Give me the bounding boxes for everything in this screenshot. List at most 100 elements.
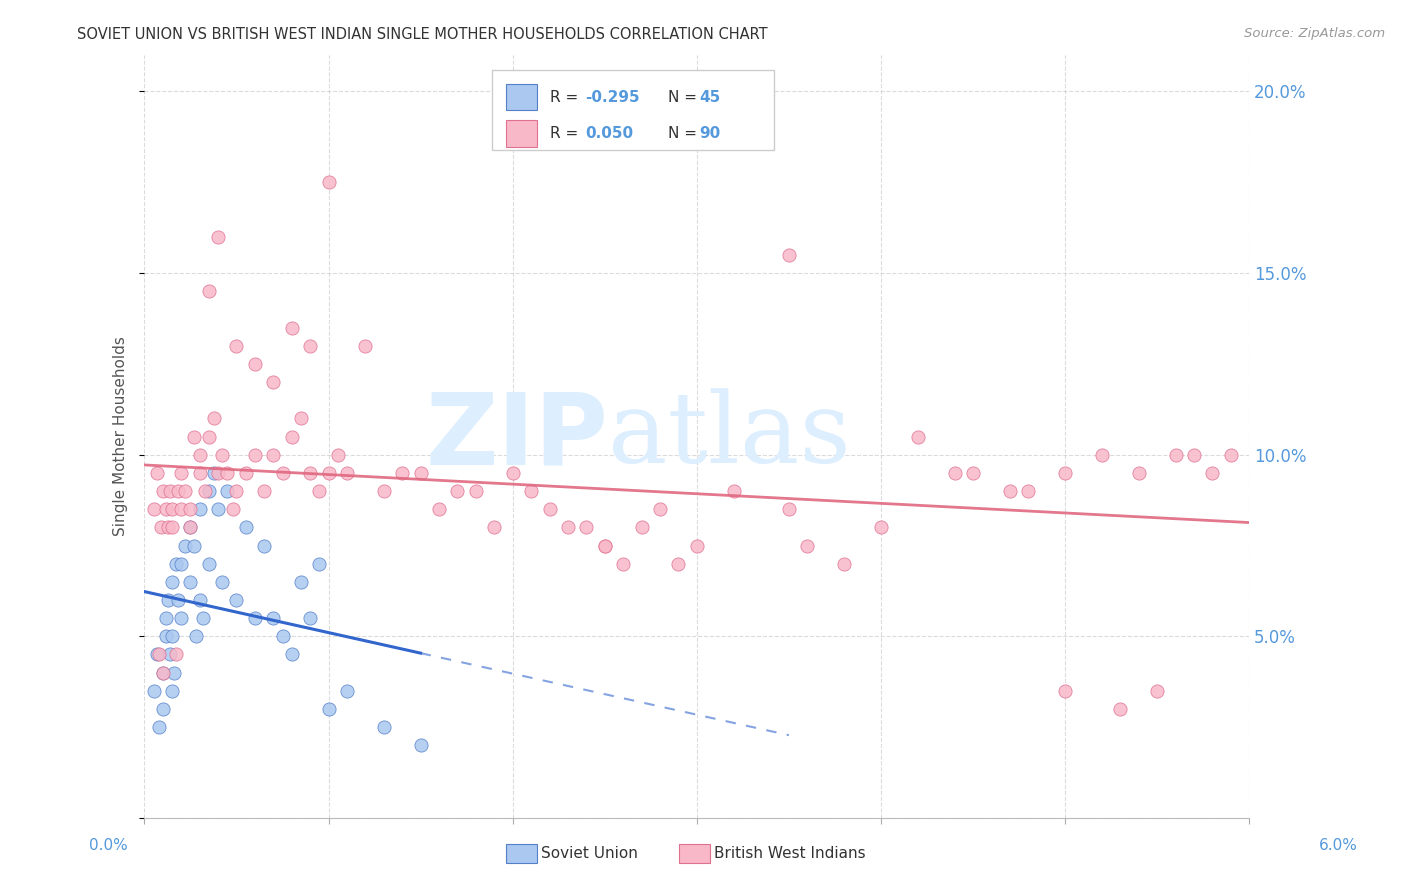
Point — [262, 611, 284, 625]
Point — [235, 520, 257, 534]
Point — [146, 466, 169, 480]
Point — [152, 483, 174, 498]
Point — [157, 520, 180, 534]
FancyBboxPatch shape — [492, 70, 775, 151]
Point — [207, 229, 229, 244]
Point — [668, 557, 690, 571]
Point — [262, 448, 284, 462]
Text: British West Indians: British West Indians — [714, 847, 866, 861]
Point — [183, 429, 205, 443]
Point — [243, 611, 266, 625]
Point — [299, 339, 322, 353]
Y-axis label: Single Mother Households: Single Mother Households — [114, 336, 128, 536]
Point — [152, 665, 174, 680]
Point — [198, 483, 221, 498]
Point — [179, 520, 201, 534]
Point — [262, 375, 284, 389]
Point — [409, 466, 432, 480]
Point — [1146, 683, 1168, 698]
Point — [207, 502, 229, 516]
Point — [148, 720, 170, 734]
Point — [174, 539, 197, 553]
Point — [243, 448, 266, 462]
Point — [235, 466, 257, 480]
Point — [280, 648, 302, 662]
Point — [184, 629, 207, 643]
Point — [280, 320, 302, 334]
Point — [336, 683, 359, 698]
Point — [188, 466, 211, 480]
Point — [593, 539, 616, 553]
Point — [1128, 466, 1150, 480]
Point — [1054, 683, 1077, 698]
Point — [796, 539, 818, 553]
Point — [290, 411, 312, 425]
Point — [391, 466, 413, 480]
Text: 6.0%: 6.0% — [1319, 838, 1358, 853]
Point — [148, 648, 170, 662]
Point — [217, 483, 239, 498]
Point — [217, 466, 239, 480]
Point — [198, 557, 221, 571]
Point — [243, 357, 266, 371]
Point — [179, 520, 201, 534]
Point — [832, 557, 855, 571]
Point — [575, 520, 598, 534]
Point — [142, 502, 165, 516]
Point — [188, 593, 211, 607]
Point — [160, 502, 183, 516]
Point — [160, 574, 183, 589]
Point — [336, 466, 359, 480]
Point — [152, 702, 174, 716]
Point — [165, 557, 187, 571]
Point — [354, 339, 377, 353]
Point — [1201, 466, 1223, 480]
Point — [193, 611, 215, 625]
Text: SOVIET UNION VS BRITISH WEST INDIAN SINGLE MOTHER HOUSEHOLDS CORRELATION CHART: SOVIET UNION VS BRITISH WEST INDIAN SING… — [77, 27, 768, 42]
Text: 90: 90 — [699, 126, 720, 141]
Point — [318, 175, 340, 189]
Point — [1164, 448, 1187, 462]
Point — [183, 539, 205, 553]
Point — [170, 502, 193, 516]
Text: ZIP: ZIP — [426, 388, 609, 485]
Point — [308, 557, 330, 571]
Point — [146, 648, 169, 662]
Point — [155, 502, 177, 516]
Point — [253, 539, 276, 553]
Point — [160, 683, 183, 698]
Point — [166, 593, 188, 607]
Point — [1182, 448, 1205, 462]
Point — [202, 411, 225, 425]
Point — [998, 483, 1021, 498]
Text: R =: R = — [550, 126, 578, 141]
Point — [1017, 483, 1039, 498]
Point — [778, 502, 800, 516]
Point — [253, 483, 276, 498]
Point — [538, 502, 561, 516]
Point — [907, 429, 929, 443]
Point — [557, 520, 579, 534]
Point — [159, 648, 181, 662]
Point — [225, 593, 247, 607]
Text: Source: ZipAtlas.com: Source: ZipAtlas.com — [1244, 27, 1385, 40]
Text: atlas: atlas — [609, 389, 851, 484]
Point — [1219, 448, 1241, 462]
Point — [630, 520, 652, 534]
Point — [225, 483, 247, 498]
Point — [222, 502, 245, 516]
Point — [723, 483, 745, 498]
Point — [211, 574, 233, 589]
Point — [163, 665, 186, 680]
Point — [484, 520, 506, 534]
Point — [593, 539, 616, 553]
Point — [179, 574, 201, 589]
Text: 0.050: 0.050 — [585, 126, 633, 141]
Point — [290, 574, 312, 589]
Point — [160, 520, 183, 534]
Point — [943, 466, 966, 480]
Point — [166, 483, 188, 498]
Point — [157, 593, 180, 607]
Point — [159, 483, 181, 498]
Point — [464, 483, 486, 498]
